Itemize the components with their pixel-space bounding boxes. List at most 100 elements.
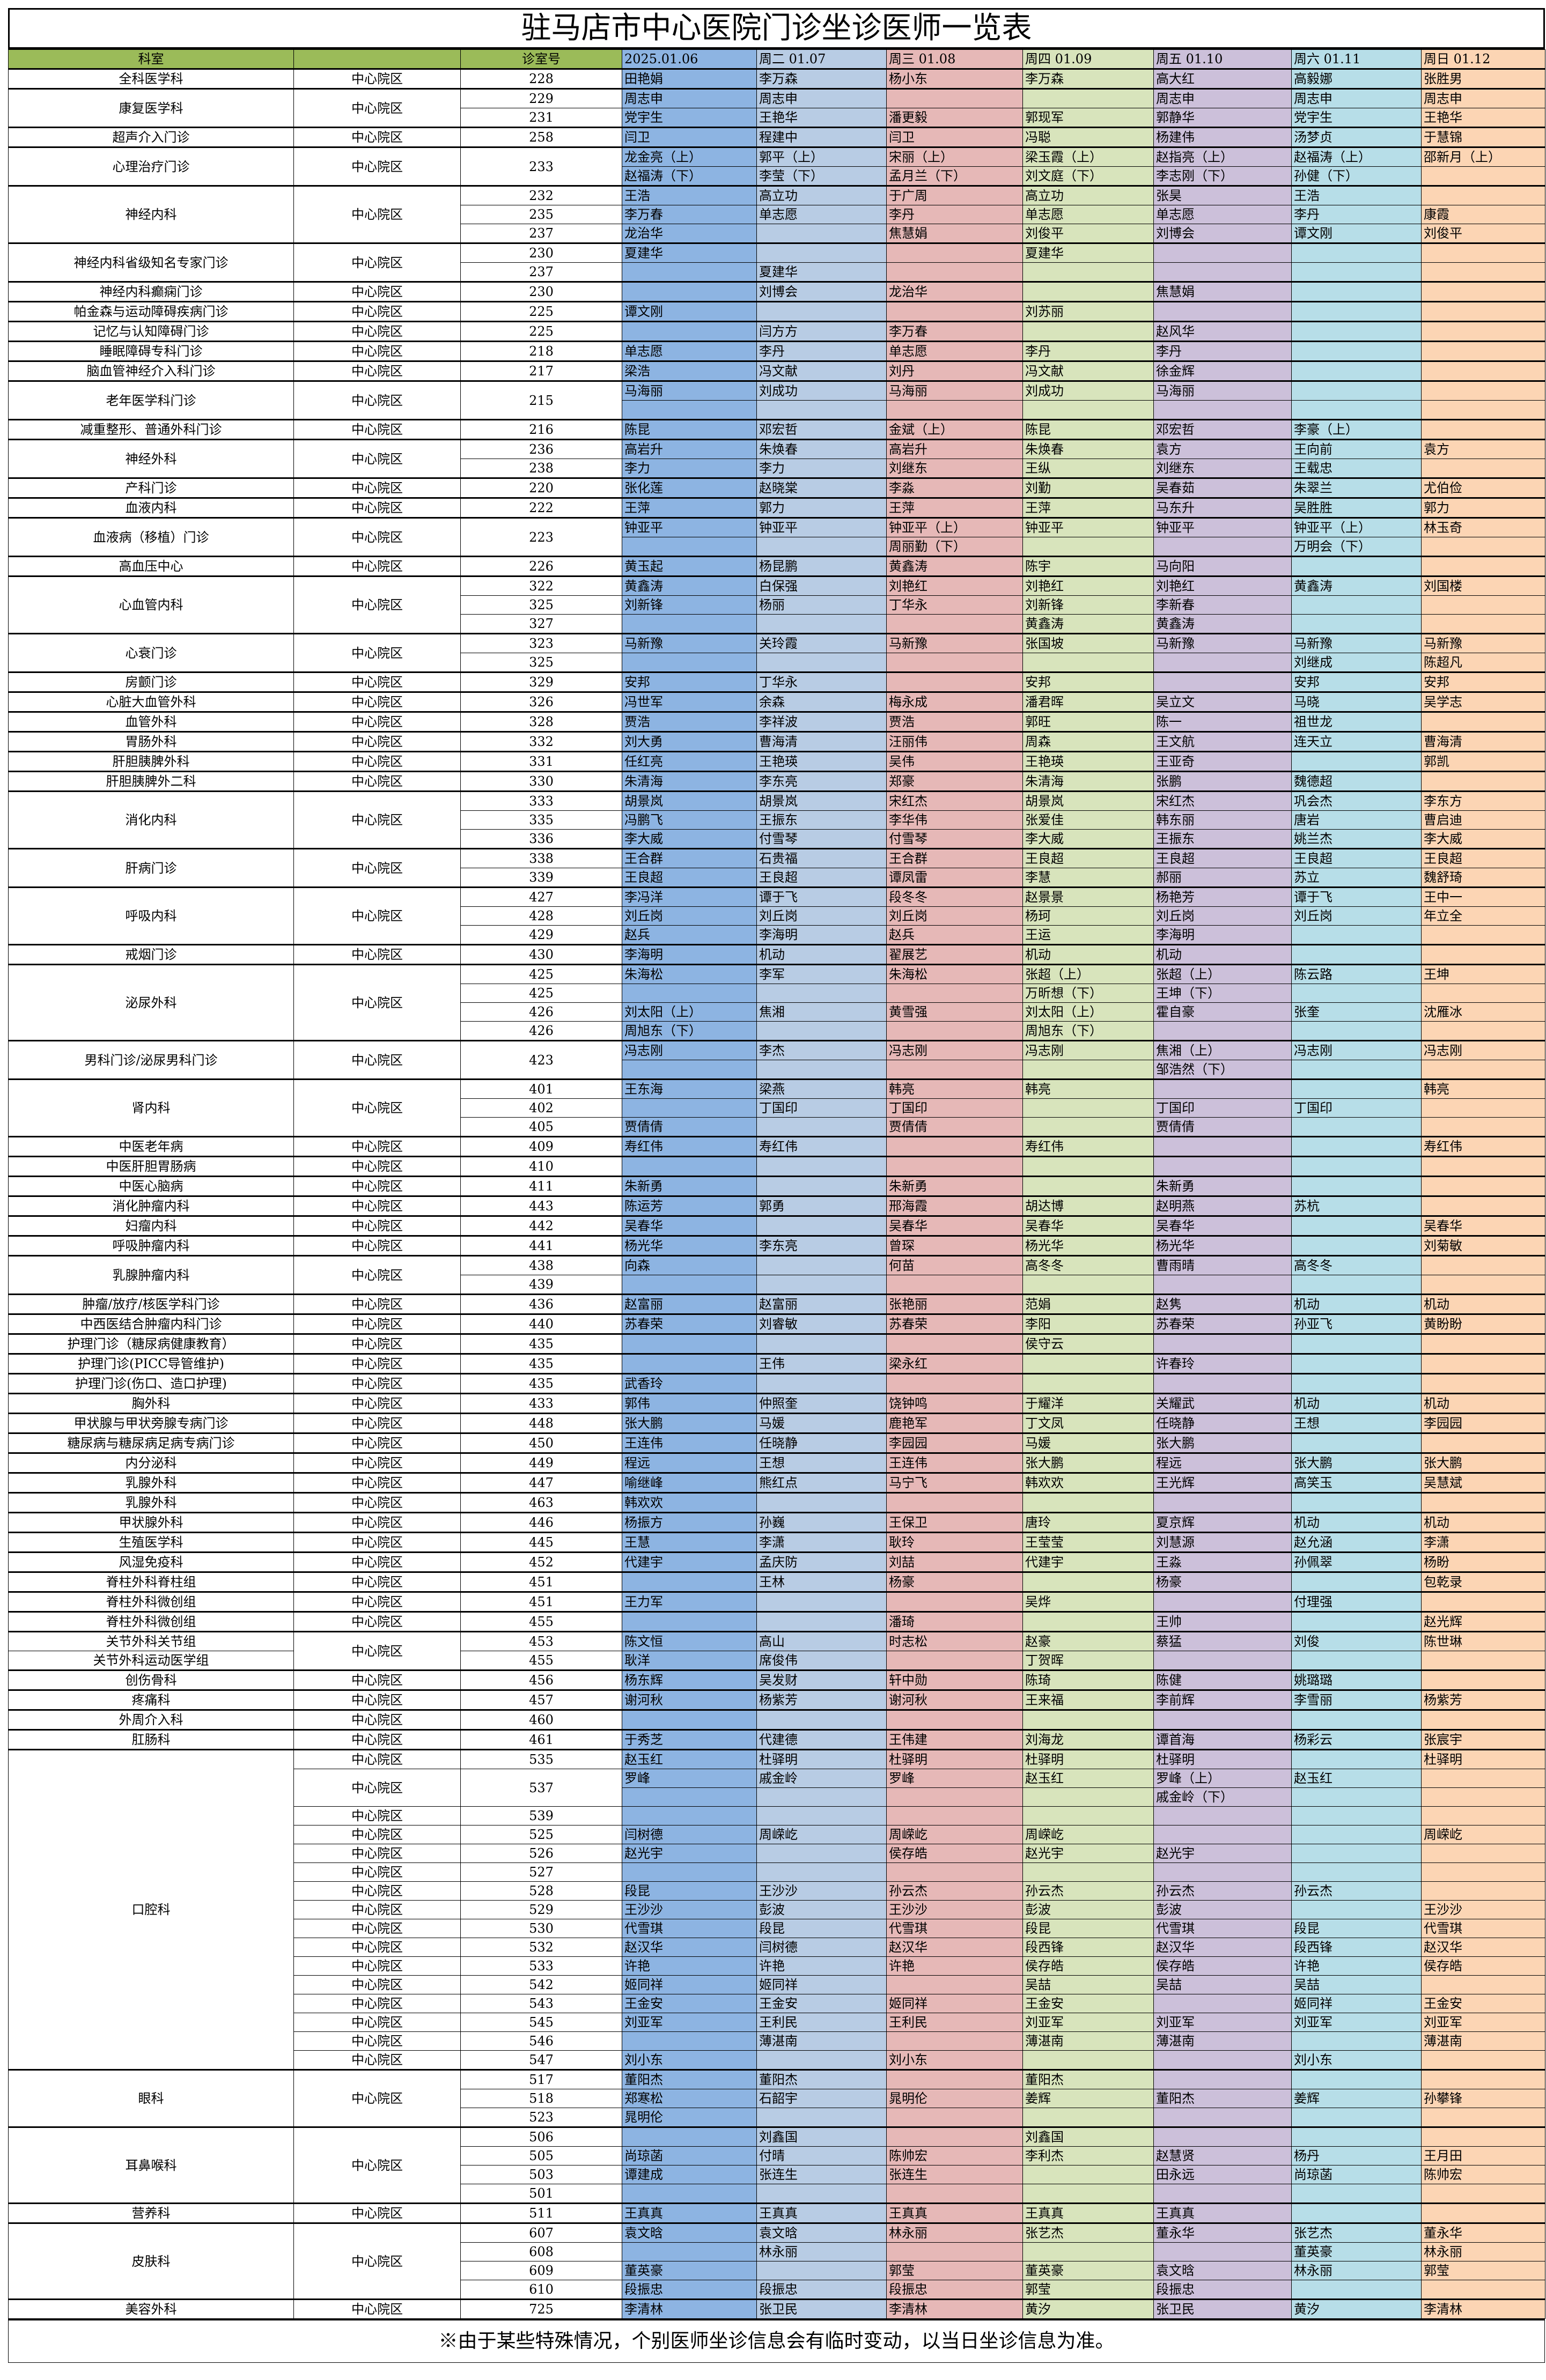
doctor-cell: 单志愿 <box>1022 205 1154 224</box>
room-number: 546 <box>460 2031 622 2051</box>
doctor-cell <box>1421 1862 1545 1882</box>
doctor-cell: 郭莹 <box>886 2261 1023 2280</box>
doctor-cell: 梁玉霞（上） <box>1022 146 1154 167</box>
doctor-cell: 程远 <box>1153 1452 1292 1473</box>
doctor-cell: 冯志刚 <box>886 1040 1023 1060</box>
doctor-cell <box>1421 2108 1545 2127</box>
doctor-cell: 吴胜胜 <box>1291 497 1422 518</box>
doctor-cell: 赵光宇 <box>622 1844 757 1863</box>
campus-name: 中心院区 <box>293 517 461 557</box>
room-number: 527 <box>460 1862 622 1882</box>
campus-name: 中心院区 <box>293 1472 461 1493</box>
doctor-cell: 韩欢欢 <box>622 1492 757 1513</box>
doctor-cell: 王伟建 <box>886 1729 1023 1750</box>
doctor-cell: 孙巍 <box>756 1512 887 1533</box>
doctor-cell: 单志愿 <box>622 341 757 361</box>
room-number: 450 <box>460 1432 622 1453</box>
table-row: 耳鼻喉科 中心院区 506 刘鑫国 刘鑫国 <box>8 2126 1545 2204</box>
doctor-cell <box>622 1862 757 1882</box>
department-name: 营养科 <box>8 2202 294 2223</box>
doctor-cell <box>756 984 887 1003</box>
doctor-cell: 孟月兰（下） <box>886 166 1023 186</box>
doctor-cell: 林永丽 <box>756 2242 887 2261</box>
doctor-cell: 闫树德 <box>622 1825 757 1844</box>
department-name: 生殖医学科 <box>8 1532 294 1553</box>
doctor-cell: 石贵福 <box>756 848 887 868</box>
table-row: 429 赵兵 李海明 赵兵 王运 李海明 <box>9 925 1545 945</box>
department-name: 神经内科癫痫门诊 <box>8 281 294 302</box>
doctor-cell: 任晓静 <box>756 1432 887 1453</box>
doctor-cell: 吴伟 <box>886 751 1023 772</box>
doctor-cell: 潘君晖 <box>1022 691 1154 712</box>
doctor-cell: 王沙沙 <box>756 1881 887 1901</box>
room-number: 238 <box>460 459 622 478</box>
doctor-cell: 刘亚军 <box>1291 2013 1422 2032</box>
campus-name: 中心院区 <box>293 1994 461 2013</box>
doctor-cell: 高岩升 <box>622 439 757 459</box>
doctor-cell: 党宇生 <box>1291 108 1422 128</box>
room-number: 530 <box>460 1919 622 1938</box>
table-row: 美容外科 中心院区 725 李清林 张卫民 李清林 黄汐 张卫民 黄汐 李清林 <box>8 2298 1545 2319</box>
room-number: 235 <box>460 205 622 224</box>
doctor-cell: 范娟 <box>1022 1294 1154 1314</box>
doctor-cell: 刘鑫国 <box>1022 2126 1154 2147</box>
table-row: 237 龙治华 焦慧娟 刘俊平 刘博会 谭文刚 刘俊平 <box>9 224 1545 243</box>
campus-name: 中心院区 <box>293 1769 461 1807</box>
doctor-cell <box>1421 1669 1545 1690</box>
doctor-cell <box>756 1156 887 1177</box>
table-row: 中医老年病 中心院区 409 寿红伟 寿红伟 寿红伟 寿红伟 <box>8 1136 1545 1157</box>
doctor-cell: 万昕想（下） <box>1022 984 1154 1003</box>
header-sun: 周日 01.12 <box>1421 49 1545 69</box>
doctor-cell: 刘喆 <box>886 1551 1023 1572</box>
doctor-cell: 朱新勇 <box>622 1176 757 1196</box>
doctor-cell <box>886 1156 1023 1177</box>
doctor-cell: 梁浩 <box>622 360 757 381</box>
header-campus <box>293 49 461 69</box>
doctor-cell: 马海丽 <box>886 380 1023 401</box>
doctor-cell: 潘琦 <box>886 1611 1023 1632</box>
doctor-cell: 李园园 <box>1421 1413 1545 1433</box>
doctor-cell: 白保强 <box>756 575 887 596</box>
doctor-cell: 党宇生 <box>622 108 757 128</box>
doctor-cell: 赵富丽 <box>756 1294 887 1314</box>
doctor-cell: 刘小东 <box>886 2050 1023 2070</box>
doctor-cell: 代建宇 <box>1022 1551 1154 1572</box>
room-number: 451 <box>460 1591 622 1612</box>
department-name: 风湿免疫科 <box>8 1551 294 1572</box>
doctor-cell <box>756 242 887 263</box>
doctor-cell: 冯文献 <box>756 360 887 381</box>
doctor-cell: 万明会（下） <box>1291 537 1422 557</box>
table-row: 营养科 中心院区 511 王真真 王真真 王真真 王真真 王真真 <box>8 2202 1545 2223</box>
doctor-cell: 寿红伟 <box>756 1136 887 1157</box>
doctor-cell: 郭伟 <box>622 1393 757 1414</box>
doctor-cell <box>756 400 887 420</box>
doctor-cell <box>1022 1353 1154 1374</box>
department-name: 脊柱外科微创组 <box>8 1591 294 1612</box>
doctor-cell: 李东亮 <box>756 771 887 792</box>
doctor-cell: 赵光辉 <box>1421 1611 1545 1632</box>
doctor-cell <box>1153 2184 1292 2204</box>
doctor-cell: 冯志刚 <box>622 1040 757 1060</box>
table-row: 乳腺外科 中心院区 447 喻继峰 熊红点 马宁飞 韩欢欢 王光辉 高笑玉 吴慧斌 <box>8 1472 1545 1493</box>
doctor-cell <box>756 1176 887 1196</box>
campus-name: 中心院区 <box>293 2013 461 2032</box>
department-name: 糖尿病与糖尿病足病专病门诊 <box>8 1432 294 1453</box>
room-number: 401 <box>460 1078 622 1099</box>
doctor-cell: 夏建华 <box>622 242 757 263</box>
doctor-cell: 王载忠 <box>1291 459 1422 478</box>
doctor-cell: 刘俊平 <box>1421 224 1545 243</box>
department-name: 神经内科省级知名专家门诊 <box>8 242 294 282</box>
table-row: 甲状腺与甲状旁腺专病门诊 中心院区 448 张大鹏 马媛 鹿艳军 丁文凤 任晓静 王想 李园园 <box>8 1413 1545 1433</box>
doctor-cell: 彭波 <box>756 1900 887 1919</box>
table-row: 肝病门诊 中心院区 338 王合群 石贵福 王合群 王良超 王良超 王良超 王良超 <box>8 848 1545 888</box>
doctor-cell <box>1291 2202 1422 2223</box>
doctor-cell <box>1291 1787 1422 1807</box>
doctor-cell: 马新豫 <box>1291 633 1422 653</box>
room-number: 232 <box>460 185 622 205</box>
doctor-cell: 段冬冬 <box>886 886 1023 907</box>
doctor-cell: 杜驿明 <box>1153 1749 1292 1769</box>
doctor-cell <box>1421 419 1545 440</box>
doctor-cell: 王艳华 <box>756 108 887 128</box>
doctor-cell: 向森 <box>622 1255 757 1275</box>
doctor-cell: 曹启迪 <box>1421 810 1545 830</box>
